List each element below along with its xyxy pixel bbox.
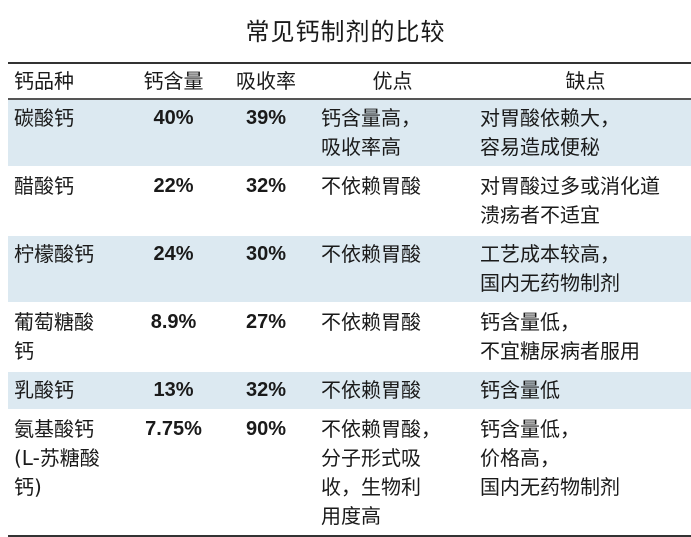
table-row: 葡萄糖酸钙 8.9% 27% 不依赖胃酸 钙含量低， 不宜糖尿病者服用 xyxy=(8,303,691,371)
cell-cons: 钙含量低 xyxy=(474,371,691,410)
cell-absorption: 27% xyxy=(245,311,287,333)
cell-pros: 不依赖胃酸 xyxy=(311,303,474,371)
cell-cons-line: 溃疡者不适宜 xyxy=(480,203,600,227)
header-row: 钙品种 钙含量 吸收率 优点 缺点 xyxy=(8,63,691,99)
cell-absorption: 39% xyxy=(221,99,311,167)
cell-absorption: 90% xyxy=(245,418,287,440)
cell-variety-line: 乳酸钙 xyxy=(14,378,74,402)
cell-absorption: 32% xyxy=(245,175,287,197)
cell-cons-line: 对胃酸依赖大， xyxy=(480,106,620,130)
table-row: 醋酸钙 22% 32% 不依赖胃酸 对胃酸过多或消化道 溃疡者不适宜 xyxy=(8,167,691,235)
cell-cons-line: 容易造成便秘 xyxy=(480,135,600,159)
cell-content: 24% xyxy=(126,235,221,303)
cell-cons-line: 钙含量低 xyxy=(480,378,560,402)
header-variety: 钙品种 xyxy=(14,68,74,93)
cell-variety: 葡萄糖酸钙 xyxy=(8,303,126,371)
cell-absorption: 30% xyxy=(221,235,311,303)
cell-cons-line: 工艺成本较高， xyxy=(480,242,620,266)
cell-variety-line: 柠檬酸钙 xyxy=(14,242,94,266)
cell-variety-line: 葡萄糖酸 xyxy=(14,310,94,334)
cell-pros: 不依赖胃酸 xyxy=(311,235,474,303)
cell-cons-line: 国内无药物制剂 xyxy=(480,475,620,499)
cell-cons: 对胃酸依赖大， 容易造成便秘 xyxy=(474,99,691,167)
calcium-comparison-table: 钙品种 钙含量 吸收率 优点 缺点 碳酸钙 40% 39% 钙含量高， 吸收率高 对胃酸依… xyxy=(8,62,691,537)
header-pros: 优点 xyxy=(372,68,413,93)
cell-pros-line: 不依赖胃酸， xyxy=(321,417,441,441)
table-row: 乳酸钙 13% 32% 不依赖胃酸 钙含量低 xyxy=(8,371,691,410)
cell-content: 8.9% xyxy=(150,311,197,333)
cell-cons: 工艺成本较高， 国内无药物制剂 xyxy=(474,235,691,303)
header-content: 钙含量 xyxy=(143,68,204,93)
cell-variety-line: 钙 xyxy=(14,339,34,363)
cell-cons: 钙含量低， 价格高， 国内无药物制剂 xyxy=(474,410,691,536)
cell-variety: 醋酸钙 xyxy=(8,167,126,235)
cell-pros-line: 钙含量高， xyxy=(321,106,421,130)
header-cons: 缺点 xyxy=(565,68,606,93)
cell-pros-line: 收，生物利 xyxy=(321,475,421,499)
cell-absorption: 32% xyxy=(221,371,311,410)
cell-variety: 碳酸钙 xyxy=(8,99,126,167)
cell-cons-line: 钙含量低， xyxy=(480,310,580,334)
cell-pros: 不依赖胃酸 xyxy=(311,371,474,410)
cell-pros-line: 不依赖胃酸 xyxy=(321,378,421,402)
cell-content: 40% xyxy=(126,99,221,167)
cell-content: 7.75% xyxy=(145,418,202,440)
header-absorption: 吸收率 xyxy=(236,68,296,93)
cell-cons: 对胃酸过多或消化道 溃疡者不适宜 xyxy=(474,167,691,235)
cell-content: 13% xyxy=(126,371,221,410)
cell-pros-line: 不依赖胃酸 xyxy=(321,242,421,266)
table-row: 柠檬酸钙 24% 30% 不依赖胃酸 工艺成本较高， 国内无药物制剂 xyxy=(8,235,691,303)
cell-cons: 钙含量低， 不宜糖尿病者服用 xyxy=(474,303,691,371)
table-row: 氨基酸钙 (L-苏糖酸 钙) 7.75% 90% 不依赖胃酸， 分子形式吸收，生物利用度高 钙… xyxy=(8,410,691,536)
cell-pros-line: 分子形式吸 xyxy=(321,446,421,470)
cell-variety: 乳酸钙 xyxy=(8,371,126,410)
cell-cons-line: 国内无药物制剂 xyxy=(480,271,620,295)
cell-variety-line: 醋酸钙 xyxy=(14,174,74,198)
cell-variety-line: 碳酸钙 xyxy=(14,106,74,130)
cell-pros-line: 不依赖胃酸 xyxy=(321,310,421,334)
table-title: 常见钙制剂的比较 xyxy=(245,18,446,46)
cell-pros: 不依赖胃酸， 分子形式吸收，生物利用度高 xyxy=(311,410,474,536)
cell-variety-line: (L-苏糖酸 xyxy=(14,446,100,470)
cell-variety: 氨基酸钙 (L-苏糖酸 钙) xyxy=(8,410,126,536)
cell-pros-line: 用度高 xyxy=(321,504,381,528)
cell-pros: 不依赖胃酸 xyxy=(311,167,474,235)
cell-cons-line: 价格高， xyxy=(480,446,560,470)
cell-variety-line: 氨基酸钙 xyxy=(14,417,94,441)
cell-variety: 柠檬酸钙 xyxy=(8,235,126,303)
cell-content: 22% xyxy=(153,175,194,197)
cell-cons-line: 对胃酸过多或消化道 xyxy=(480,174,660,198)
cell-cons-line: 钙含量低， xyxy=(480,417,580,441)
cell-pros: 钙含量高， 吸收率高 xyxy=(311,99,474,167)
cell-pros-line: 吸收率高 xyxy=(321,135,401,159)
cell-variety-line: 钙) xyxy=(14,475,42,499)
cell-cons-line: 不宜糖尿病者服用 xyxy=(480,339,640,363)
cell-pros-line: 不依赖胃酸 xyxy=(321,174,421,198)
table-row: 碳酸钙 40% 39% 钙含量高， 吸收率高 对胃酸依赖大， 容易造成便秘 xyxy=(8,99,691,167)
